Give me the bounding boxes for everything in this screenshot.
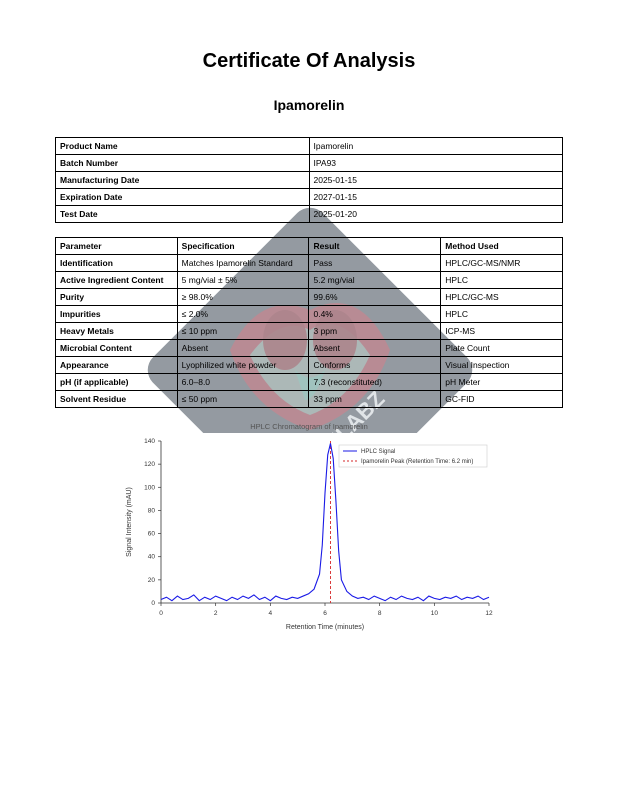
svg-text:100: 100: [144, 484, 155, 491]
spec-cell-parameter: pH (if applicable): [56, 374, 178, 391]
info-label: Expiration Date: [56, 189, 310, 206]
document-title: Certificate Of Analysis: [55, 50, 563, 73]
spec-cell-parameter: Microbial Content: [56, 340, 178, 357]
spec-cell-result: 5.2 mg/vial: [309, 272, 441, 289]
spec-cell-specification: ≥ 98.0%: [177, 289, 309, 306]
svg-text:12: 12: [485, 610, 493, 617]
table-row: Impurities≤ 2.0%0.4%HPLC: [56, 306, 563, 323]
info-value: 2027-01-15: [309, 189, 563, 206]
info-value: 2025-01-20: [309, 206, 563, 223]
svg-text:120: 120: [144, 461, 155, 468]
spec-cell-method: HPLC: [441, 306, 563, 323]
spec-cell-result: Pass: [309, 255, 441, 272]
svg-text:20: 20: [148, 577, 156, 584]
table-row: Expiration Date2027-01-15: [56, 189, 563, 206]
info-label: Manufacturing Date: [56, 172, 310, 189]
spec-cell-parameter: Identification: [56, 255, 178, 272]
spec-cell-specification: Absent: [177, 340, 309, 357]
spec-cell-parameter: Appearance: [56, 357, 178, 374]
spec-cell-specification: ≤ 50 ppm: [177, 391, 309, 408]
table-row: Manufacturing Date2025-01-15: [56, 172, 563, 189]
info-label: Product Name: [56, 138, 310, 155]
spec-cell-result: 0.4%: [309, 306, 441, 323]
table-row: pH (if applicable)6.0–8.07.3 (reconstitu…: [56, 374, 563, 391]
table-row: Batch NumberIPA93: [56, 155, 563, 172]
svg-text:2: 2: [214, 610, 218, 617]
svg-text:Ipamorelin Peak (Retention Tim: Ipamorelin Peak (Retention Time: 6.2 min…: [361, 459, 473, 465]
info-value: IPA93: [309, 155, 563, 172]
spec-cell-specification: Lyophilized white powder: [177, 357, 309, 374]
svg-text:140: 140: [144, 438, 155, 445]
specification-table: Parameter Specification Result Method Us…: [55, 237, 563, 408]
table-row: Solvent Residue≤ 50 ppm33 ppmGC-FID: [56, 391, 563, 408]
header-parameter: Parameter: [56, 238, 178, 255]
spec-cell-method: pH Meter: [441, 374, 563, 391]
spec-cell-result: 33 ppm: [309, 391, 441, 408]
svg-text:HPLC Signal: HPLC Signal: [361, 449, 395, 455]
spec-cell-result: Absent: [309, 340, 441, 357]
info-label: Batch Number: [56, 155, 310, 172]
spec-cell-result: Conforms: [309, 357, 441, 374]
spec-cell-parameter: Purity: [56, 289, 178, 306]
spec-cell-method: HPLC/GC-MS/NMR: [441, 255, 563, 272]
svg-text:40: 40: [148, 554, 156, 561]
spec-cell-method: GC-FID: [441, 391, 563, 408]
table-row: Microbial ContentAbsentAbsentPlate Count: [56, 340, 563, 357]
table-row: IdentificationMatches Ipamorelin Standar…: [56, 255, 563, 272]
header-result: Result: [309, 238, 441, 255]
spec-cell-parameter: Impurities: [56, 306, 178, 323]
spec-cell-parameter: Heavy Metals: [56, 323, 178, 340]
spec-cell-result: 99.6%: [309, 289, 441, 306]
table-row: AppearanceLyophilized white powderConfor…: [56, 357, 563, 374]
spec-cell-method: HPLC/GC-MS: [441, 289, 563, 306]
svg-text:0: 0: [151, 600, 155, 607]
svg-text:60: 60: [148, 531, 156, 538]
svg-text:0: 0: [159, 610, 163, 617]
spec-cell-specification: ≤ 10 ppm: [177, 323, 309, 340]
header-specification: Specification: [177, 238, 309, 255]
header-method: Method Used: [441, 238, 563, 255]
spec-cell-parameter: Active Ingredient Content: [56, 272, 178, 289]
svg-text:Retention Time (minutes): Retention Time (minutes): [286, 624, 364, 631]
info-value: Ipamorelin: [309, 138, 563, 155]
table-row: Test Date2025-01-20: [56, 206, 563, 223]
table-row: Product NameIpamorelin: [56, 138, 563, 155]
spec-cell-method: HPLC: [441, 272, 563, 289]
chart-canvas: 0 20 40 60 80 100 120 140 0 2 4 6 8 10 12 Retention Tim…: [119, 433, 499, 633]
spec-cell-parameter: Solvent Residue: [56, 391, 178, 408]
document-subtitle: Ipamorelin: [55, 97, 563, 113]
svg-text:4: 4: [269, 610, 273, 617]
spec-cell-method: Plate Count: [441, 340, 563, 357]
spec-cell-specification: 5 mg/vial ± 5%: [177, 272, 309, 289]
spec-cell-specification: 6.0–8.0: [177, 374, 309, 391]
spec-cell-method: ICP-MS: [441, 323, 563, 340]
spec-cell-result: 3 ppm: [309, 323, 441, 340]
chart-title: HPLC Chromatogram of Ipamorelin: [119, 422, 499, 431]
info-label: Test Date: [56, 206, 310, 223]
svg-text:6: 6: [323, 610, 327, 617]
spec-cell-result: 7.3 (reconstituted): [309, 374, 441, 391]
table-row: Heavy Metals≤ 10 ppm3 ppmICP-MS: [56, 323, 563, 340]
svg-text:80: 80: [148, 507, 156, 514]
svg-text:Signal Intensity (mAU): Signal Intensity (mAU): [126, 487, 133, 557]
hplc-chart: HPLC Chromatogram of Ipamorelin 02040608…: [119, 422, 499, 633]
product-info-table: Product NameIpamorelinBatch NumberIPA93M…: [55, 137, 563, 223]
info-value: 2025-01-15: [309, 172, 563, 189]
spec-cell-method: Visual Inspection: [441, 357, 563, 374]
svg-text:10: 10: [431, 610, 439, 617]
spec-cell-specification: Matches Ipamorelin Standard: [177, 255, 309, 272]
spec-cell-specification: ≤ 2.0%: [177, 306, 309, 323]
table-row: Purity≥ 98.0%99.6%HPLC/GC-MS: [56, 289, 563, 306]
table-row: Active Ingredient Content5 mg/vial ± 5%5…: [56, 272, 563, 289]
svg-text:8: 8: [378, 610, 382, 617]
